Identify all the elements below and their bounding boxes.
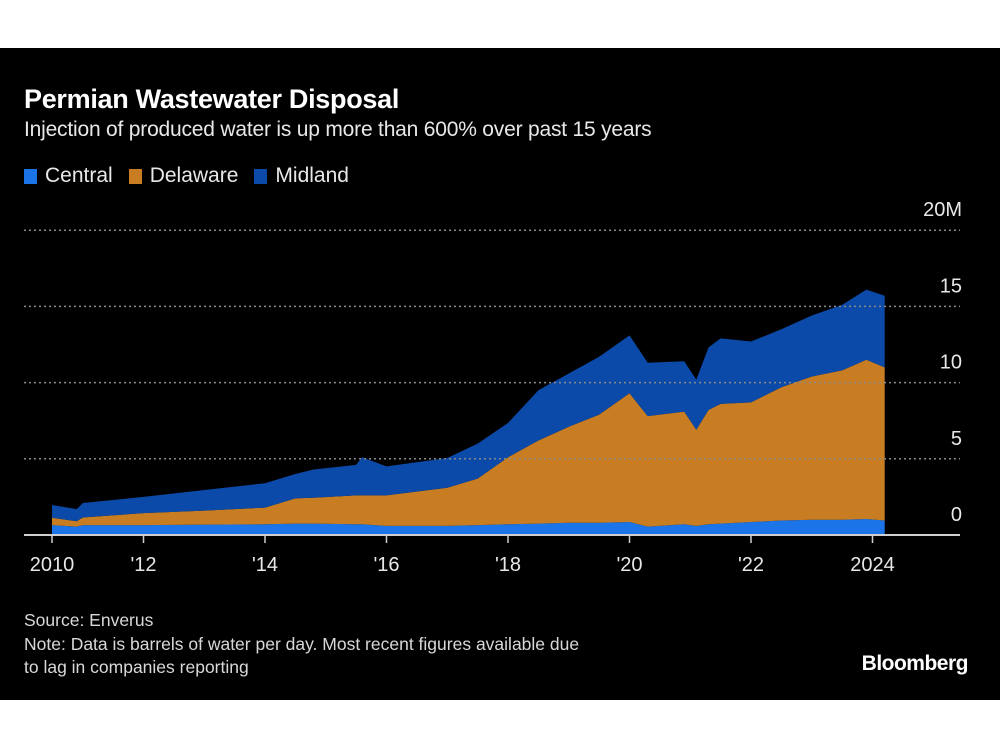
y-tick-label: 20M xyxy=(923,199,962,221)
legend-label: Central xyxy=(45,164,113,187)
x-tick-label: 2010 xyxy=(30,554,75,576)
area-delaware xyxy=(52,359,885,527)
legend: Central Delaware Midland xyxy=(24,164,349,188)
bloomberg-logo: Bloomberg xyxy=(861,652,969,675)
x-tick-label: 2024 xyxy=(850,554,895,576)
y-tick-label: 15 xyxy=(940,275,962,297)
data-note-line-2: to lag in companies reporting xyxy=(24,657,249,677)
data-note-line-1: Note: Data is barrels of water per day. … xyxy=(24,634,580,654)
x-tick-label: '18 xyxy=(495,554,521,576)
legend-swatch xyxy=(24,168,37,184)
legend-swatch xyxy=(254,168,268,184)
x-tick-label: '20 xyxy=(616,554,642,576)
x-tick-label: '16 xyxy=(373,554,399,576)
y-tick-label: 0 xyxy=(951,504,962,526)
area-central xyxy=(52,519,885,535)
area-chart: 0 5 10 15 20M 2010 '12 '14 '16 '18 '20 '22 2024 xyxy=(24,199,962,576)
legend-item-central: Central xyxy=(24,164,113,188)
chart-panel: Permian Wastewater Disposal Injection of… xyxy=(0,48,1000,700)
chart-subtitle: Injection of produced water is up more t… xyxy=(24,118,652,141)
x-tick-label: '14 xyxy=(252,554,278,576)
legend-label: Delaware xyxy=(149,164,239,187)
y-tick-label: 5 xyxy=(951,428,962,450)
x-tick-label: '22 xyxy=(738,554,764,576)
chart-title: Permian Wastewater Disposal xyxy=(24,84,400,114)
source-note: Source: Enverus xyxy=(24,610,154,630)
legend-item-midland: Midland xyxy=(254,164,349,188)
area-midland xyxy=(52,289,885,522)
legend-item-delaware: Delaware xyxy=(128,164,239,188)
y-tick-label: 10 xyxy=(940,352,962,374)
legend-label: Midland xyxy=(275,164,349,187)
legend-swatch xyxy=(128,168,142,184)
x-tick-label: '12 xyxy=(130,554,156,576)
